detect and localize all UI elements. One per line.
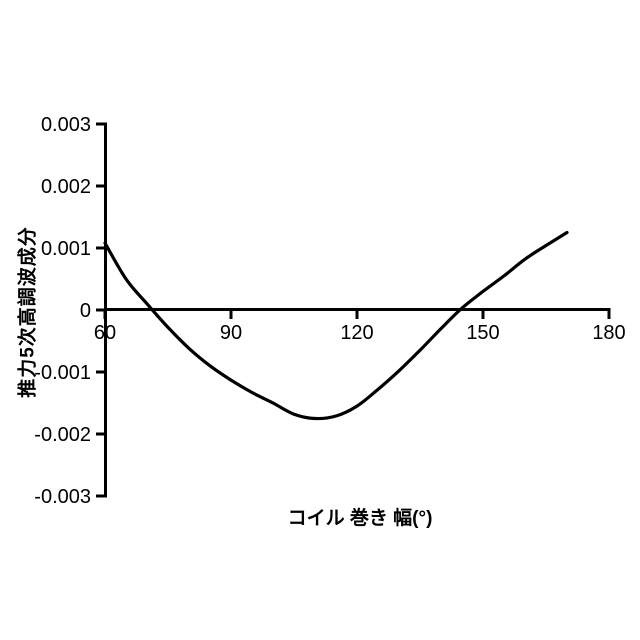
y-tick-label: 0.002 [41, 176, 91, 198]
y-axis-title: 推力5次高調波成分 [17, 226, 39, 398]
x-axis-title: コイル 巻き 幅(°) [287, 508, 433, 529]
x-tick-label: 150 [466, 322, 499, 344]
y-tick-label: 0.003 [41, 114, 91, 136]
y-tick-label: 0.001 [41, 238, 91, 260]
y-tick-label: 0 [80, 300, 91, 322]
y-tick-label: -0.002 [34, 424, 91, 446]
y-tick-label: -0.001 [34, 362, 91, 384]
x-tick-label: 60 [94, 322, 116, 344]
x-tick-label: 180 [592, 322, 625, 344]
y-tick-label: -0.003 [34, 486, 91, 508]
x-tick-label: 90 [220, 322, 242, 344]
series-curve [103, 230, 569, 421]
x-tick-label: 120 [340, 322, 373, 344]
